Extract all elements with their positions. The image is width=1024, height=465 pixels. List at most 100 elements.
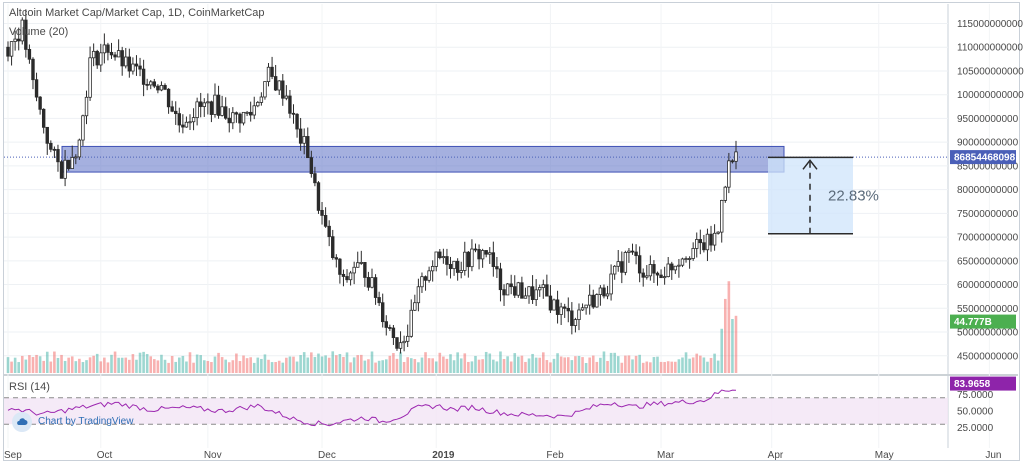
volume-bar	[199, 355, 203, 373]
volume-bar	[631, 359, 634, 373]
volume-bar	[541, 352, 545, 373]
volume-bar	[559, 356, 563, 373]
volume-tag-text: 44.777B	[954, 317, 992, 328]
volume-bar	[677, 359, 681, 373]
candle-body-down	[530, 286, 535, 301]
volume-bar	[149, 356, 153, 373]
volume-bar	[581, 357, 584, 373]
candle	[252, 96, 256, 120]
volume-bar	[324, 355, 327, 373]
volume-bar	[177, 357, 181, 373]
candle	[113, 51, 117, 61]
candle	[213, 83, 217, 118]
volume-bar	[49, 361, 53, 373]
candle	[734, 140, 738, 170]
volume-bar	[224, 359, 227, 373]
candle-body-up	[552, 299, 556, 311]
candle-body-up	[159, 85, 164, 91]
volume-bar	[13, 357, 17, 373]
candle-body-down	[306, 136, 310, 159]
candle-body-up	[527, 286, 531, 297]
candle-body-up	[734, 151, 738, 162]
volume-bar	[406, 357, 409, 373]
candle-body-down	[448, 263, 453, 270]
candle-body-up	[480, 250, 485, 260]
price-tick-label: 70000000000	[957, 233, 1019, 244]
tradingview-watermark[interactable]: Chart by TradingView	[8, 411, 141, 432]
candle	[20, 17, 24, 45]
candle-body-up	[348, 272, 353, 281]
volume-bar	[456, 352, 459, 373]
candle-body-down	[320, 209, 324, 216]
volume-bar	[502, 358, 506, 373]
volume-bar	[706, 361, 709, 373]
candle-body-down	[27, 48, 32, 60]
volume-bar	[110, 354, 113, 373]
candle-body-down	[138, 65, 142, 70]
volume-bar	[167, 362, 170, 373]
resistance-zone	[4, 145, 948, 173]
volume-bar	[359, 354, 363, 373]
candle-body-down	[270, 66, 274, 77]
volume-bar	[452, 360, 456, 373]
volume-bar	[702, 357, 706, 373]
candle-body-up	[88, 57, 92, 98]
candle-body-down	[31, 58, 35, 81]
candle-body-up	[231, 112, 235, 124]
volume-bar	[349, 362, 352, 373]
candle	[684, 256, 688, 263]
volume-bar	[431, 358, 434, 373]
candle	[127, 48, 132, 78]
candle	[480, 248, 485, 268]
volume-bar	[599, 357, 602, 373]
volume-bar	[413, 359, 417, 373]
candle	[627, 247, 631, 263]
volume-bar	[613, 352, 616, 373]
candle	[573, 317, 578, 333]
candle-body-up	[191, 117, 196, 123]
candle	[38, 96, 42, 115]
candle	[391, 324, 396, 345]
candle-body-up	[195, 101, 199, 118]
volume-bar	[395, 358, 399, 373]
volume-legend: Volume (20)	[9, 26, 69, 38]
candle-body-up	[259, 96, 264, 103]
candle	[477, 244, 481, 270]
volume-bar	[256, 357, 260, 373]
rsi-tick-label: 75.0000	[957, 390, 994, 401]
candle-body-down	[331, 236, 335, 259]
candle	[570, 302, 574, 335]
volume-bar	[534, 357, 538, 373]
candle	[402, 335, 406, 352]
candle	[552, 298, 556, 311]
price-tick-label: 50000000000	[957, 328, 1019, 339]
candle-body-down	[227, 117, 231, 124]
candle-body-down	[520, 282, 524, 299]
candle-body-down	[141, 68, 146, 85]
candle-body-down	[216, 94, 221, 116]
candle	[673, 265, 678, 274]
candle-body-down	[174, 110, 178, 115]
candle	[538, 284, 542, 297]
candle	[670, 261, 674, 280]
volume-bar	[499, 351, 502, 373]
price-tick-label: 90000000000	[957, 138, 1019, 149]
volume-bar	[24, 359, 28, 373]
candle	[206, 93, 210, 115]
volume-bar	[584, 362, 588, 373]
volume-bar	[531, 353, 534, 373]
candle-body-down	[106, 44, 110, 53]
time-axis: Sep Oct Nov Dec 2019 Feb Mar Apr May Jun	[4, 450, 1001, 461]
candle	[234, 111, 239, 123]
volume-bar	[210, 362, 213, 373]
candle	[174, 101, 178, 125]
price-tick-label: 95000000000	[957, 114, 1019, 125]
volume-bar	[78, 358, 81, 373]
candle	[216, 85, 221, 119]
volume-bar	[188, 352, 192, 373]
candle-body-up	[116, 50, 121, 58]
candle-body-down	[209, 101, 214, 115]
candle	[459, 261, 463, 279]
candle	[702, 234, 706, 253]
